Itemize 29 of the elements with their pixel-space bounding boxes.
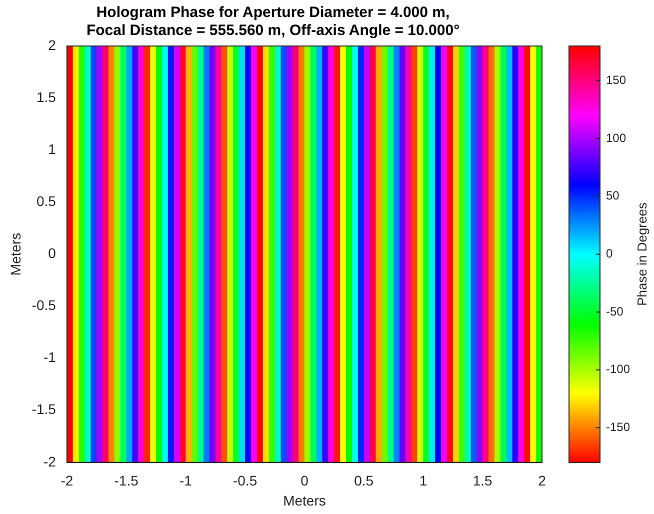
y-tick-label: 0 (48, 245, 56, 262)
x-tick-label: 1.5 (472, 472, 493, 489)
x-tick-label: -1 (179, 472, 192, 489)
y-axis-title: Meters (7, 232, 24, 276)
x-tick-label: -0.5 (233, 472, 258, 489)
color-bar-label: -150 (606, 420, 630, 434)
color-bar-label: -100 (606, 362, 630, 376)
x-tick-label: -2 (60, 472, 74, 489)
y-tick-label: -1.5 (32, 401, 56, 418)
y-tick-label: 1 (48, 140, 56, 157)
x-tick-label: 0 (300, 472, 309, 489)
color-bar-label: 50 (606, 188, 620, 203)
x-tick-label: 1 (419, 472, 428, 489)
color-bar-label: 0 (606, 246, 613, 261)
y-tick-label: -1 (43, 349, 56, 366)
y-tick-label: -2 (43, 453, 56, 470)
color-bar-label: 150 (606, 73, 626, 88)
color-bar-title: Phase in Degrees (634, 202, 650, 306)
y-tick-label: 1.5 (36, 88, 56, 105)
x-tick-label: -1.5 (114, 472, 139, 489)
color-bar-label: 100 (606, 130, 626, 145)
y-tick-label: 0.5 (36, 193, 56, 210)
chart-title: Hologram Phase for Aperture Diameter = 4.000 m, Focal Distance = 555.560 m, Off-axis Angle = 10.000° (86, 4, 460, 40)
y-tick-label: -0.5 (32, 297, 56, 314)
x-tick-label: 2 (538, 472, 546, 489)
x-tick-label: 0.5 (354, 472, 374, 489)
color-bar-label: -50 (606, 304, 624, 318)
y-tick-label: 2 (48, 36, 56, 53)
x-axis-title: Meters (283, 492, 326, 508)
